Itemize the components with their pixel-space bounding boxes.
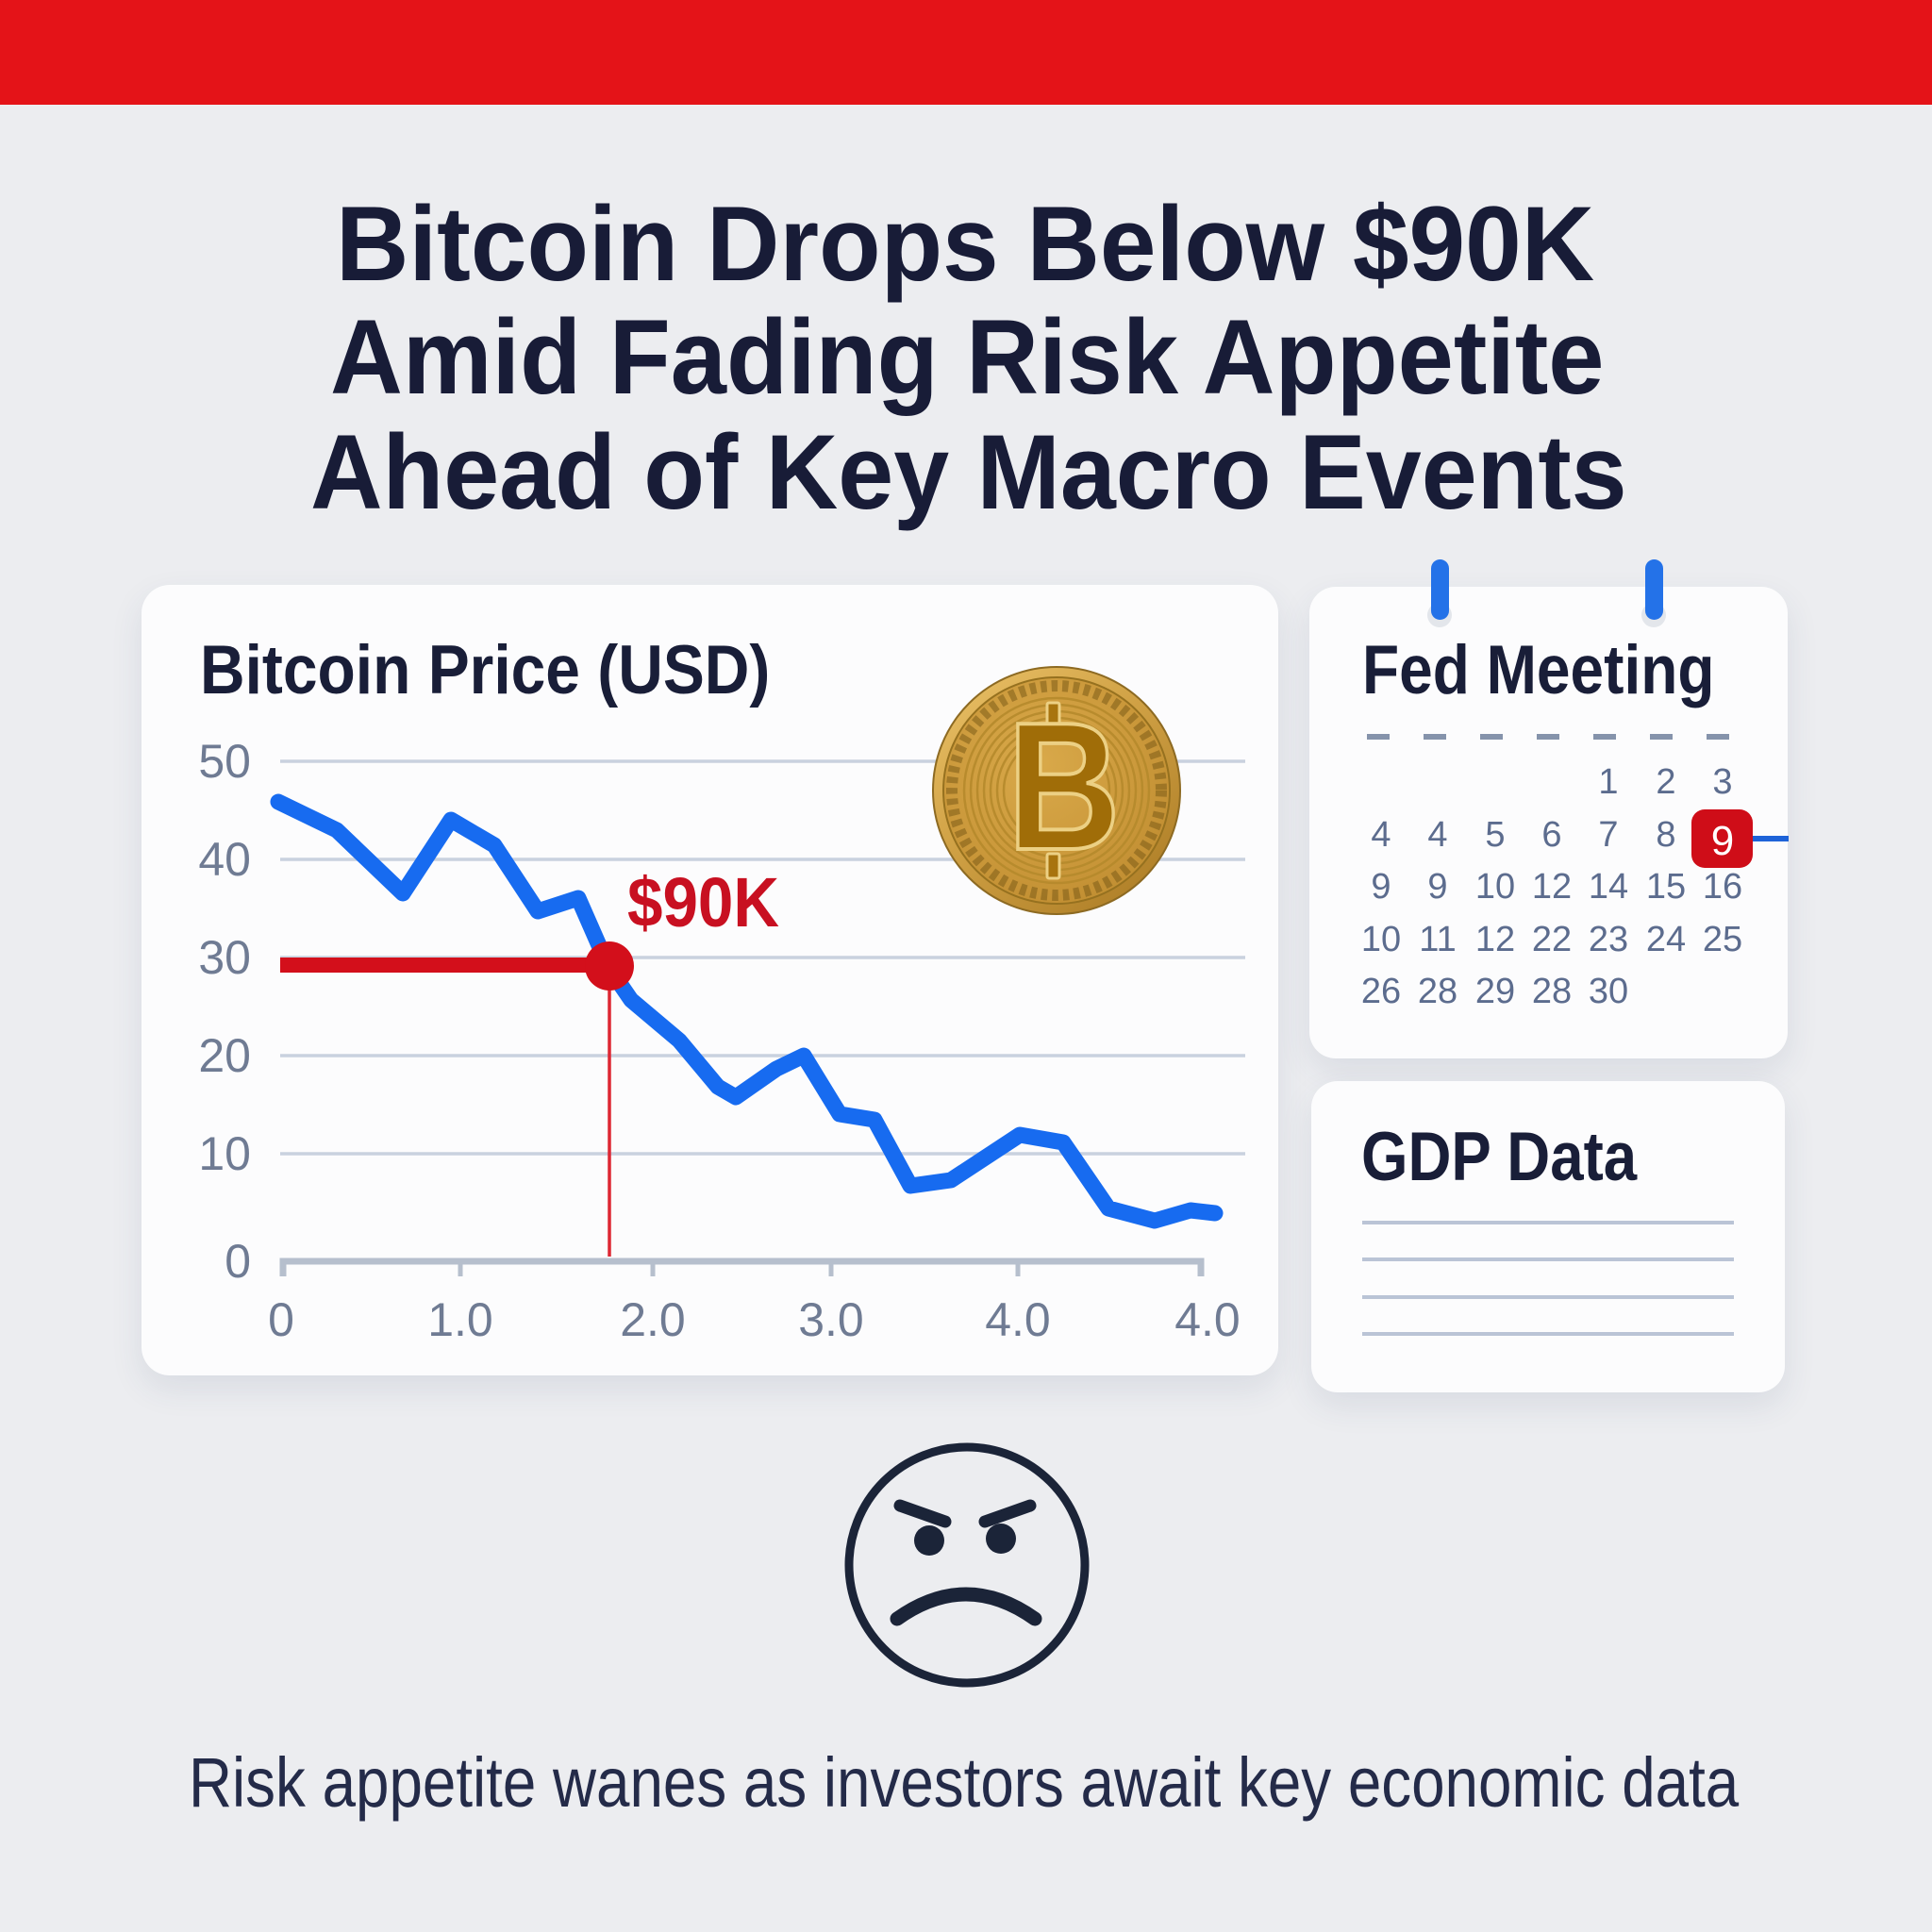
svg-text:3.0: 3.0 bbox=[798, 1293, 864, 1346]
svg-text:40: 40 bbox=[198, 833, 251, 886]
svg-text:20: 20 bbox=[198, 1029, 251, 1082]
svg-text:50: 50 bbox=[198, 735, 251, 788]
svg-text:4.0: 4.0 bbox=[1174, 1293, 1241, 1346]
svg-text:B: B bbox=[1008, 685, 1121, 889]
svg-text:10: 10 bbox=[198, 1127, 251, 1180]
svg-text:0: 0 bbox=[225, 1235, 251, 1288]
svg-text:0: 0 bbox=[268, 1293, 294, 1346]
svg-text:2.0: 2.0 bbox=[620, 1293, 686, 1346]
svg-text:9: 9 bbox=[1711, 818, 1734, 864]
svg-text:4.0: 4.0 bbox=[985, 1293, 1051, 1346]
svg-text:$90K: $90K bbox=[627, 863, 779, 941]
svg-text:30: 30 bbox=[198, 931, 251, 984]
svg-text:1.0: 1.0 bbox=[427, 1293, 493, 1346]
